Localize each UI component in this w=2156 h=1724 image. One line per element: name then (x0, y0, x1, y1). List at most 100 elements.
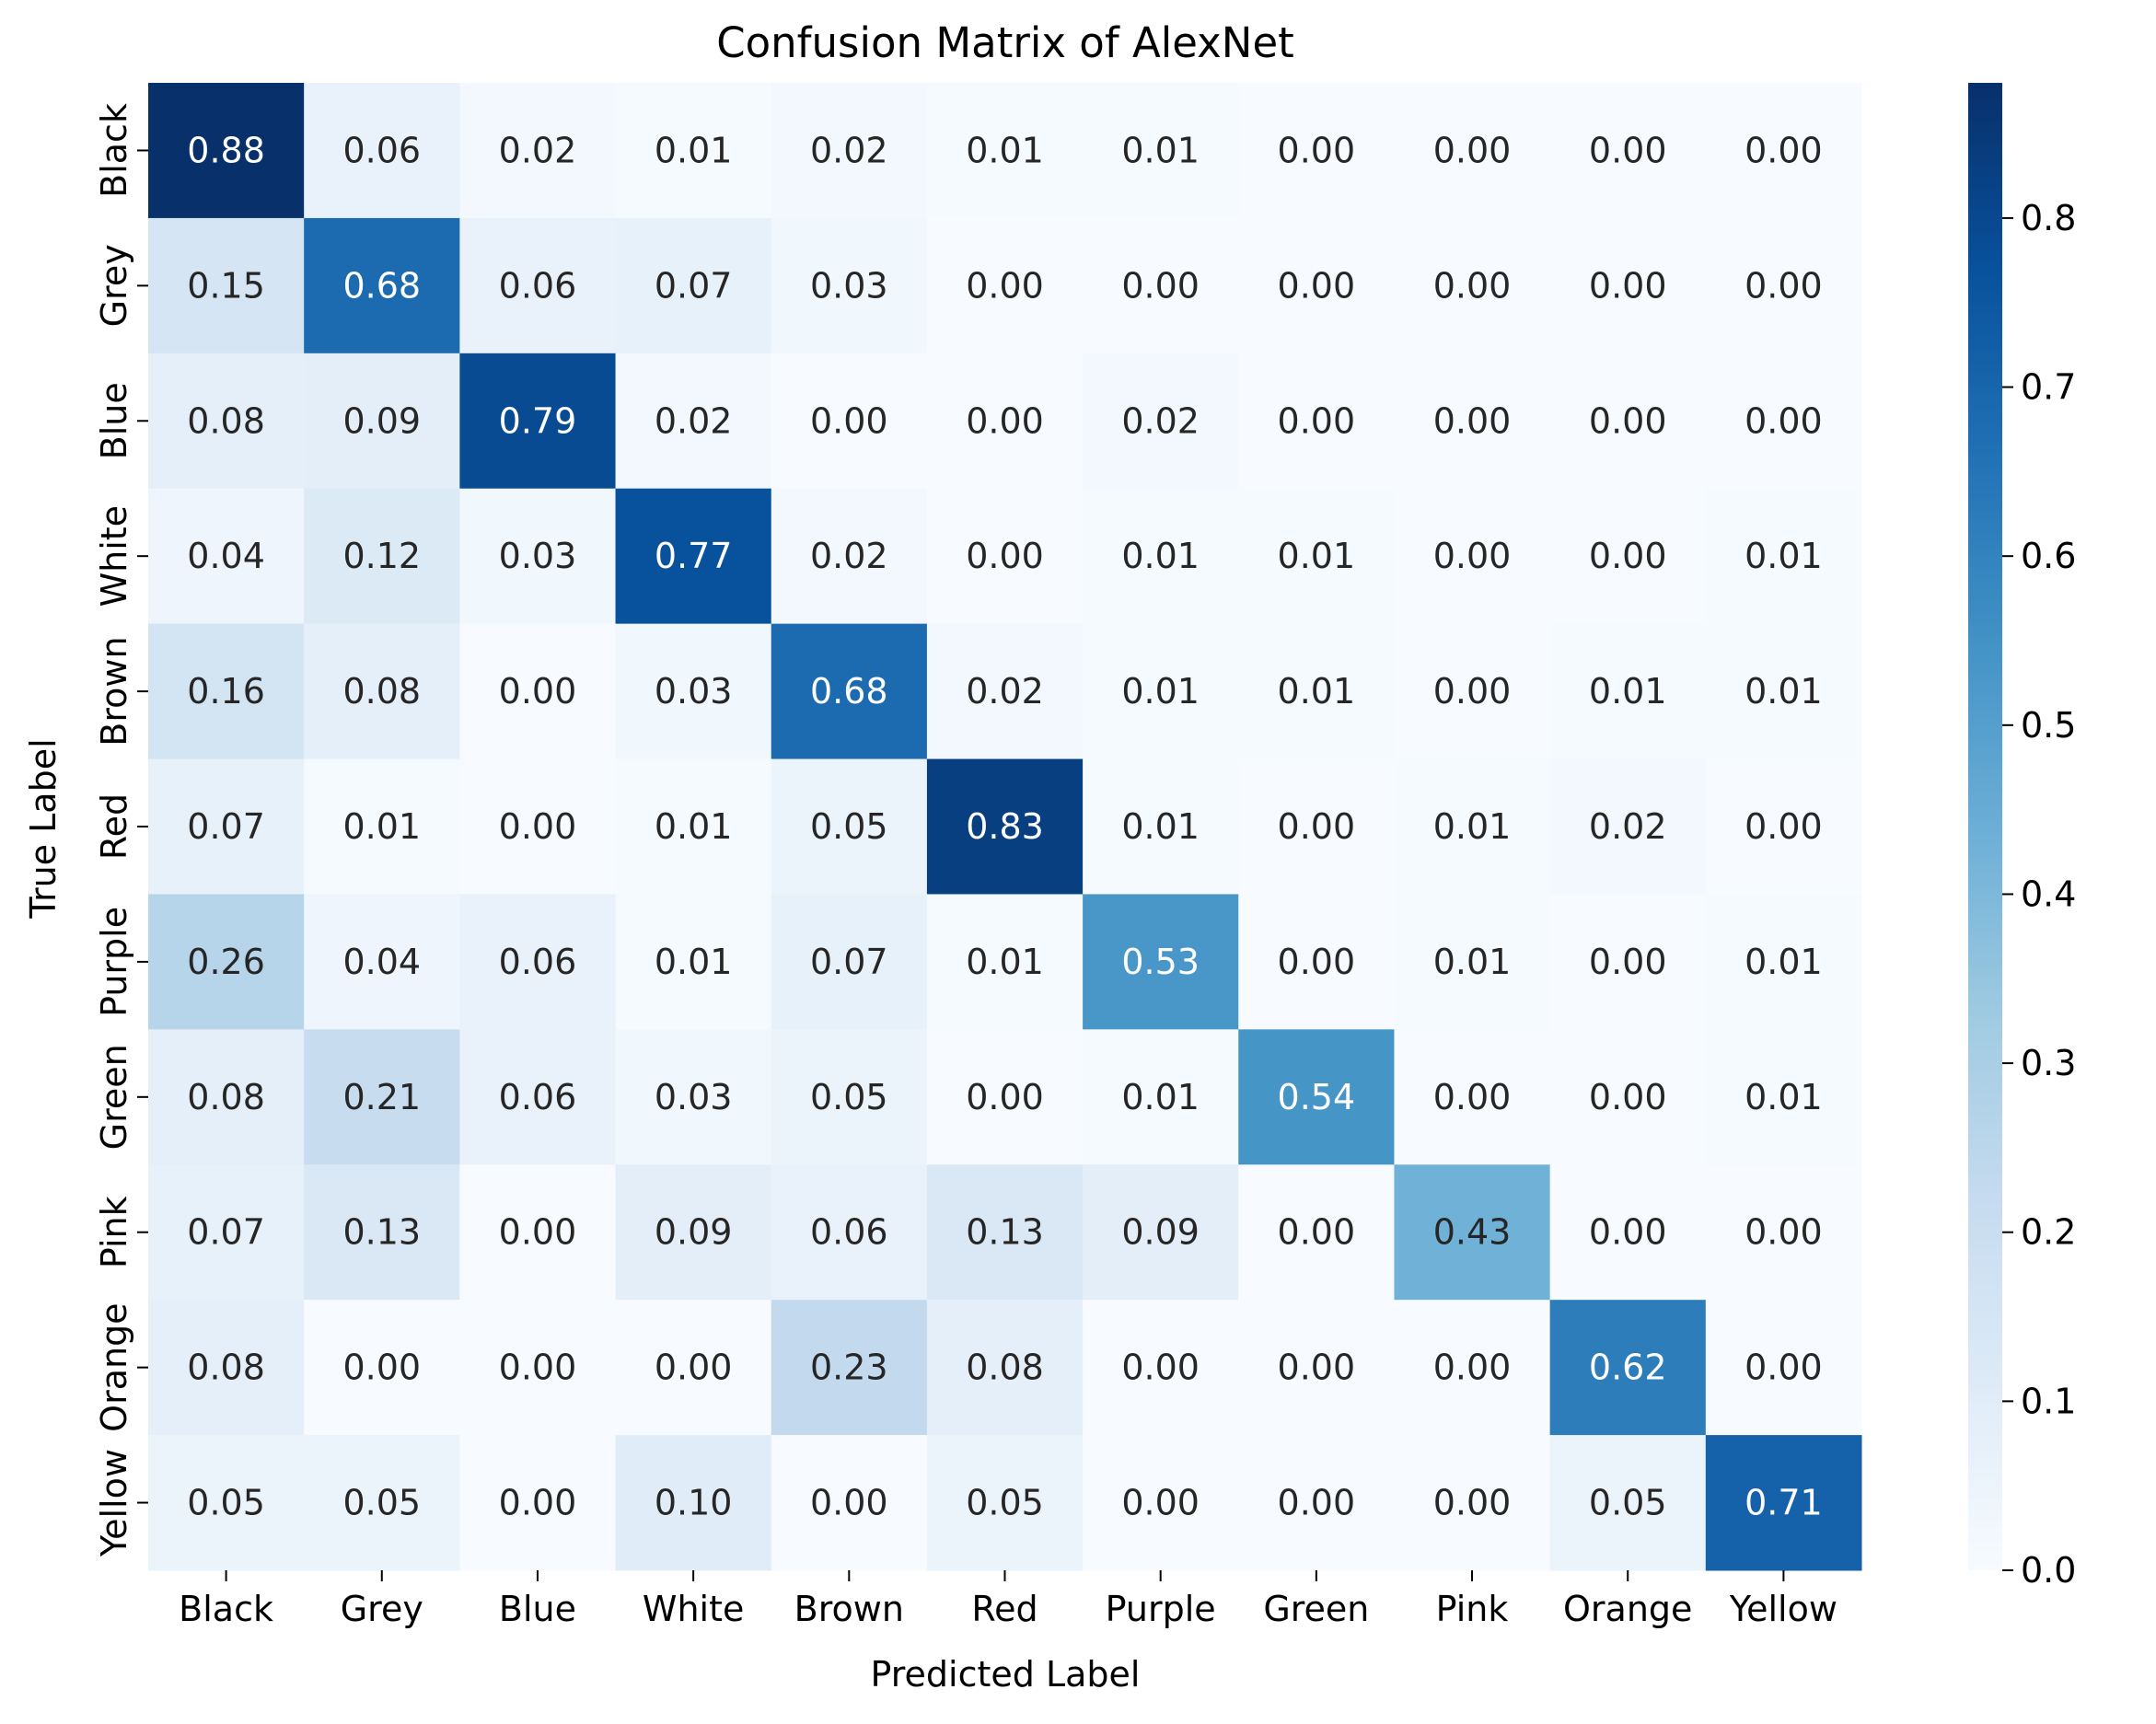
heatmap-cell (1083, 1300, 1239, 1436)
heatmap-cell (1238, 623, 1395, 760)
cell-value-label: 0.05 (810, 1077, 888, 1117)
heatmap-cell (459, 217, 617, 354)
cell-value-label: 0.01 (655, 130, 733, 170)
cell-value-label: 0.01 (1433, 942, 1512, 982)
cell-value-label: 0.01 (1433, 806, 1512, 847)
heatmap-cell (1705, 1300, 1862, 1436)
heatmap-cell (1549, 623, 1707, 760)
heatmap-cell (1549, 353, 1707, 490)
heatmap-cell (1394, 1300, 1551, 1436)
heatmap-cell (771, 623, 928, 760)
heatmap-cell (926, 488, 1084, 625)
heatmap-cell (1238, 488, 1395, 625)
cell-value-label: 0.02 (810, 536, 888, 576)
cell-value-label: 0.00 (1433, 400, 1512, 441)
cell-value-label: 0.07 (810, 942, 888, 982)
cell-value-label: 0.00 (966, 1077, 1044, 1117)
cell-value-label: 0.00 (1433, 265, 1512, 306)
cell-value-label: 0.06 (810, 1212, 888, 1253)
heatmap-cell (304, 1029, 460, 1165)
heatmap-cell (1394, 758, 1551, 895)
heatmap-cell (148, 217, 305, 354)
colorbar-tick-label: 0.3 (2021, 1043, 2076, 1083)
heatmap-cell (615, 623, 772, 760)
cell-value-label: 0.00 (810, 400, 888, 441)
heatmap-cell (926, 353, 1084, 490)
y-tick-label: White (94, 505, 134, 607)
y-tick-label: Green (94, 1044, 134, 1150)
heatmap-cell (148, 1435, 305, 1571)
cell-value-label: 0.00 (1745, 400, 1823, 441)
x-tick-label: Black (179, 1589, 273, 1629)
cell-value-label: 0.16 (187, 671, 265, 712)
heatmap-cell (148, 894, 305, 1030)
x-tick-label: Purple (1106, 1589, 1216, 1629)
cell-value-label: 0.71 (1745, 1483, 1823, 1523)
y-tick-label: Blue (94, 382, 134, 459)
heatmap-cell (771, 1164, 928, 1301)
heatmap-cell (148, 1300, 305, 1436)
cell-value-label: 0.00 (1121, 1483, 1200, 1523)
cell-value-label: 0.02 (1121, 400, 1200, 441)
heatmap-cell (304, 758, 460, 895)
cell-value-label: 0.00 (1278, 1483, 1356, 1523)
cell-value-label: 0.23 (810, 1348, 888, 1388)
colorbar-tick-label: 0.6 (2021, 536, 2076, 576)
heatmap-cell (148, 488, 305, 625)
x-tick-label: Yellow (1729, 1589, 1837, 1629)
colorbar-tick-label: 0.2 (2021, 1212, 2076, 1253)
heatmap-cell (771, 758, 928, 895)
colorbar-gradient (1968, 83, 2002, 1570)
heatmap-cell (771, 217, 928, 354)
cell-value-label: 0.04 (342, 942, 421, 982)
heatmap-cell (148, 1029, 305, 1165)
heatmap-cell (304, 894, 460, 1030)
heatmap-cell (615, 1029, 772, 1165)
heatmap-cell (1083, 488, 1239, 625)
cell-value-label: 0.01 (342, 806, 421, 847)
heatmap-cell (1705, 83, 1862, 219)
y-axis: Black Grey Blue White Brown Red Purple Green Pin… (94, 103, 148, 1557)
cell-value-label: 0.05 (342, 1483, 421, 1523)
heatmap-cell (926, 623, 1084, 760)
heatmap-cell (1083, 353, 1239, 490)
heatmap-cell (304, 83, 460, 219)
cell-value-label: 0.01 (1278, 671, 1356, 712)
cell-value-label: 0.01 (1745, 1077, 1823, 1117)
x-axis-label: Predicted Label (871, 1654, 1141, 1695)
cell-value-label: 0.10 (655, 1483, 733, 1523)
heatmap-cell (771, 894, 928, 1030)
cell-value-label: 0.07 (187, 806, 265, 847)
cell-value-label: 0.03 (655, 1077, 733, 1117)
heatmap-cell (771, 1029, 928, 1165)
heatmap-cell (1705, 758, 1862, 895)
cell-value-label: 0.13 (342, 1212, 421, 1253)
cell-value-label: 0.00 (1121, 265, 1200, 306)
heatmap-cell (926, 758, 1084, 895)
cell-value-label: 0.02 (499, 130, 577, 170)
y-axis-label: True Label (23, 738, 64, 919)
heatmap-cell (1394, 623, 1551, 760)
heatmap-cell (1549, 488, 1707, 625)
cell-value-label: 0.00 (1589, 265, 1667, 306)
cell-value-label: 0.06 (499, 942, 577, 982)
heatmap-cell (1394, 1435, 1551, 1571)
cell-value-label: 0.88 (187, 130, 265, 170)
cell-value-label: 0.00 (1433, 536, 1512, 576)
x-tick-label: Brown (794, 1589, 904, 1629)
cell-value-label: 0.79 (499, 400, 577, 441)
cell-value-label: 0.68 (342, 265, 421, 306)
heatmap-cell (615, 758, 772, 895)
cell-value-label: 0.00 (1745, 1212, 1823, 1253)
heatmap-cell (1549, 1164, 1707, 1301)
cell-value-label: 0.05 (966, 1483, 1044, 1523)
cell-value-label: 0.00 (1745, 1348, 1823, 1388)
heatmap-cell (771, 83, 928, 219)
x-tick-label: Orange (1563, 1589, 1692, 1629)
heatmap-cell (1394, 1164, 1551, 1301)
cell-value-label: 0.15 (187, 265, 265, 306)
heatmap-cell (304, 1164, 460, 1301)
cell-value-label: 0.00 (966, 265, 1044, 306)
cell-value-label: 0.06 (499, 1077, 577, 1117)
x-tick-label: Green (1263, 1589, 1369, 1629)
